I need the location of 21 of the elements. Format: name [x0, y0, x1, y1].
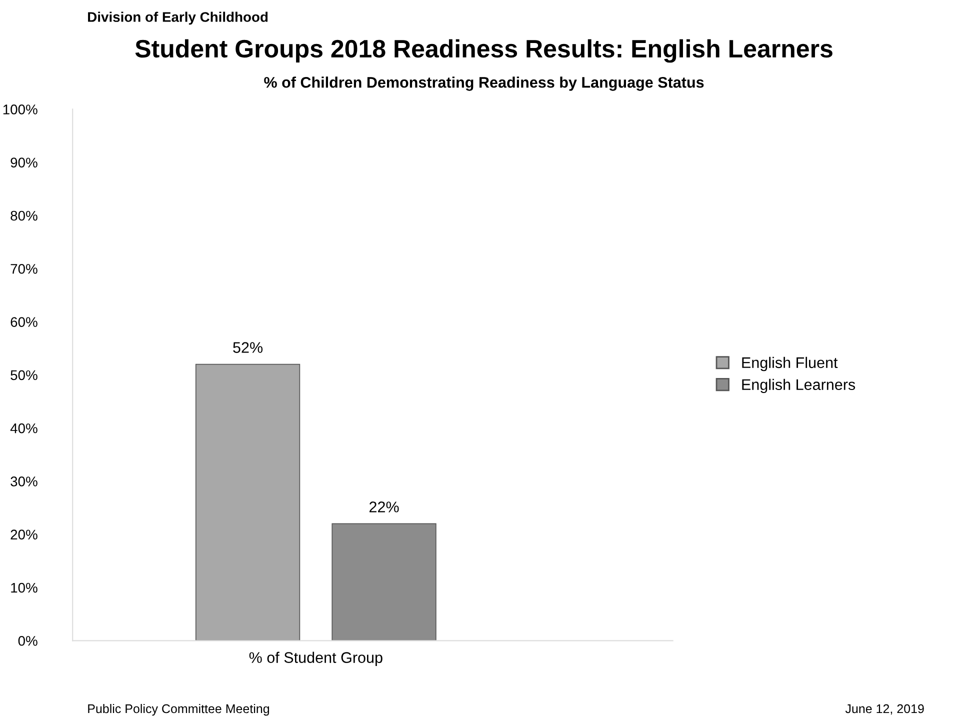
y-tick-label: 40%: [10, 423, 38, 434]
y-tick-label: 50%: [10, 370, 38, 380]
x-tick-label: % of Student Group: [249, 652, 382, 666]
data-label: 22%: [370, 502, 399, 512]
y-tick-label: 20%: [10, 530, 38, 540]
y-tick-label: 100%: [3, 104, 38, 114]
data-label: 52%: [233, 342, 263, 353]
y-tick-label: 80%: [10, 210, 38, 221]
y-tick-label: 90%: [10, 158, 38, 168]
chart-subtitle: % of Children Demonstrating Readiness by Language Status: [264, 76, 704, 91]
y-tick-label: 30%: [10, 476, 38, 486]
text: Division of Early Childhood: [88, 12, 268, 25]
chart-title: Student Groups 2018 Readiness Results: English Learners: [135, 39, 832, 63]
y-tick-label: 60%: [10, 317, 38, 327]
legend-label: English Fluent: [742, 356, 838, 372]
legend-label: English Learners: [742, 378, 856, 394]
y-tick-label: 0%: [18, 636, 38, 646]
text: June 12, 2019: [845, 704, 924, 715]
text: Public Policy Committee Meeting: [88, 704, 270, 716]
y-tick-label: 10%: [11, 582, 38, 593]
y-tick-label: 70%: [10, 264, 38, 274]
